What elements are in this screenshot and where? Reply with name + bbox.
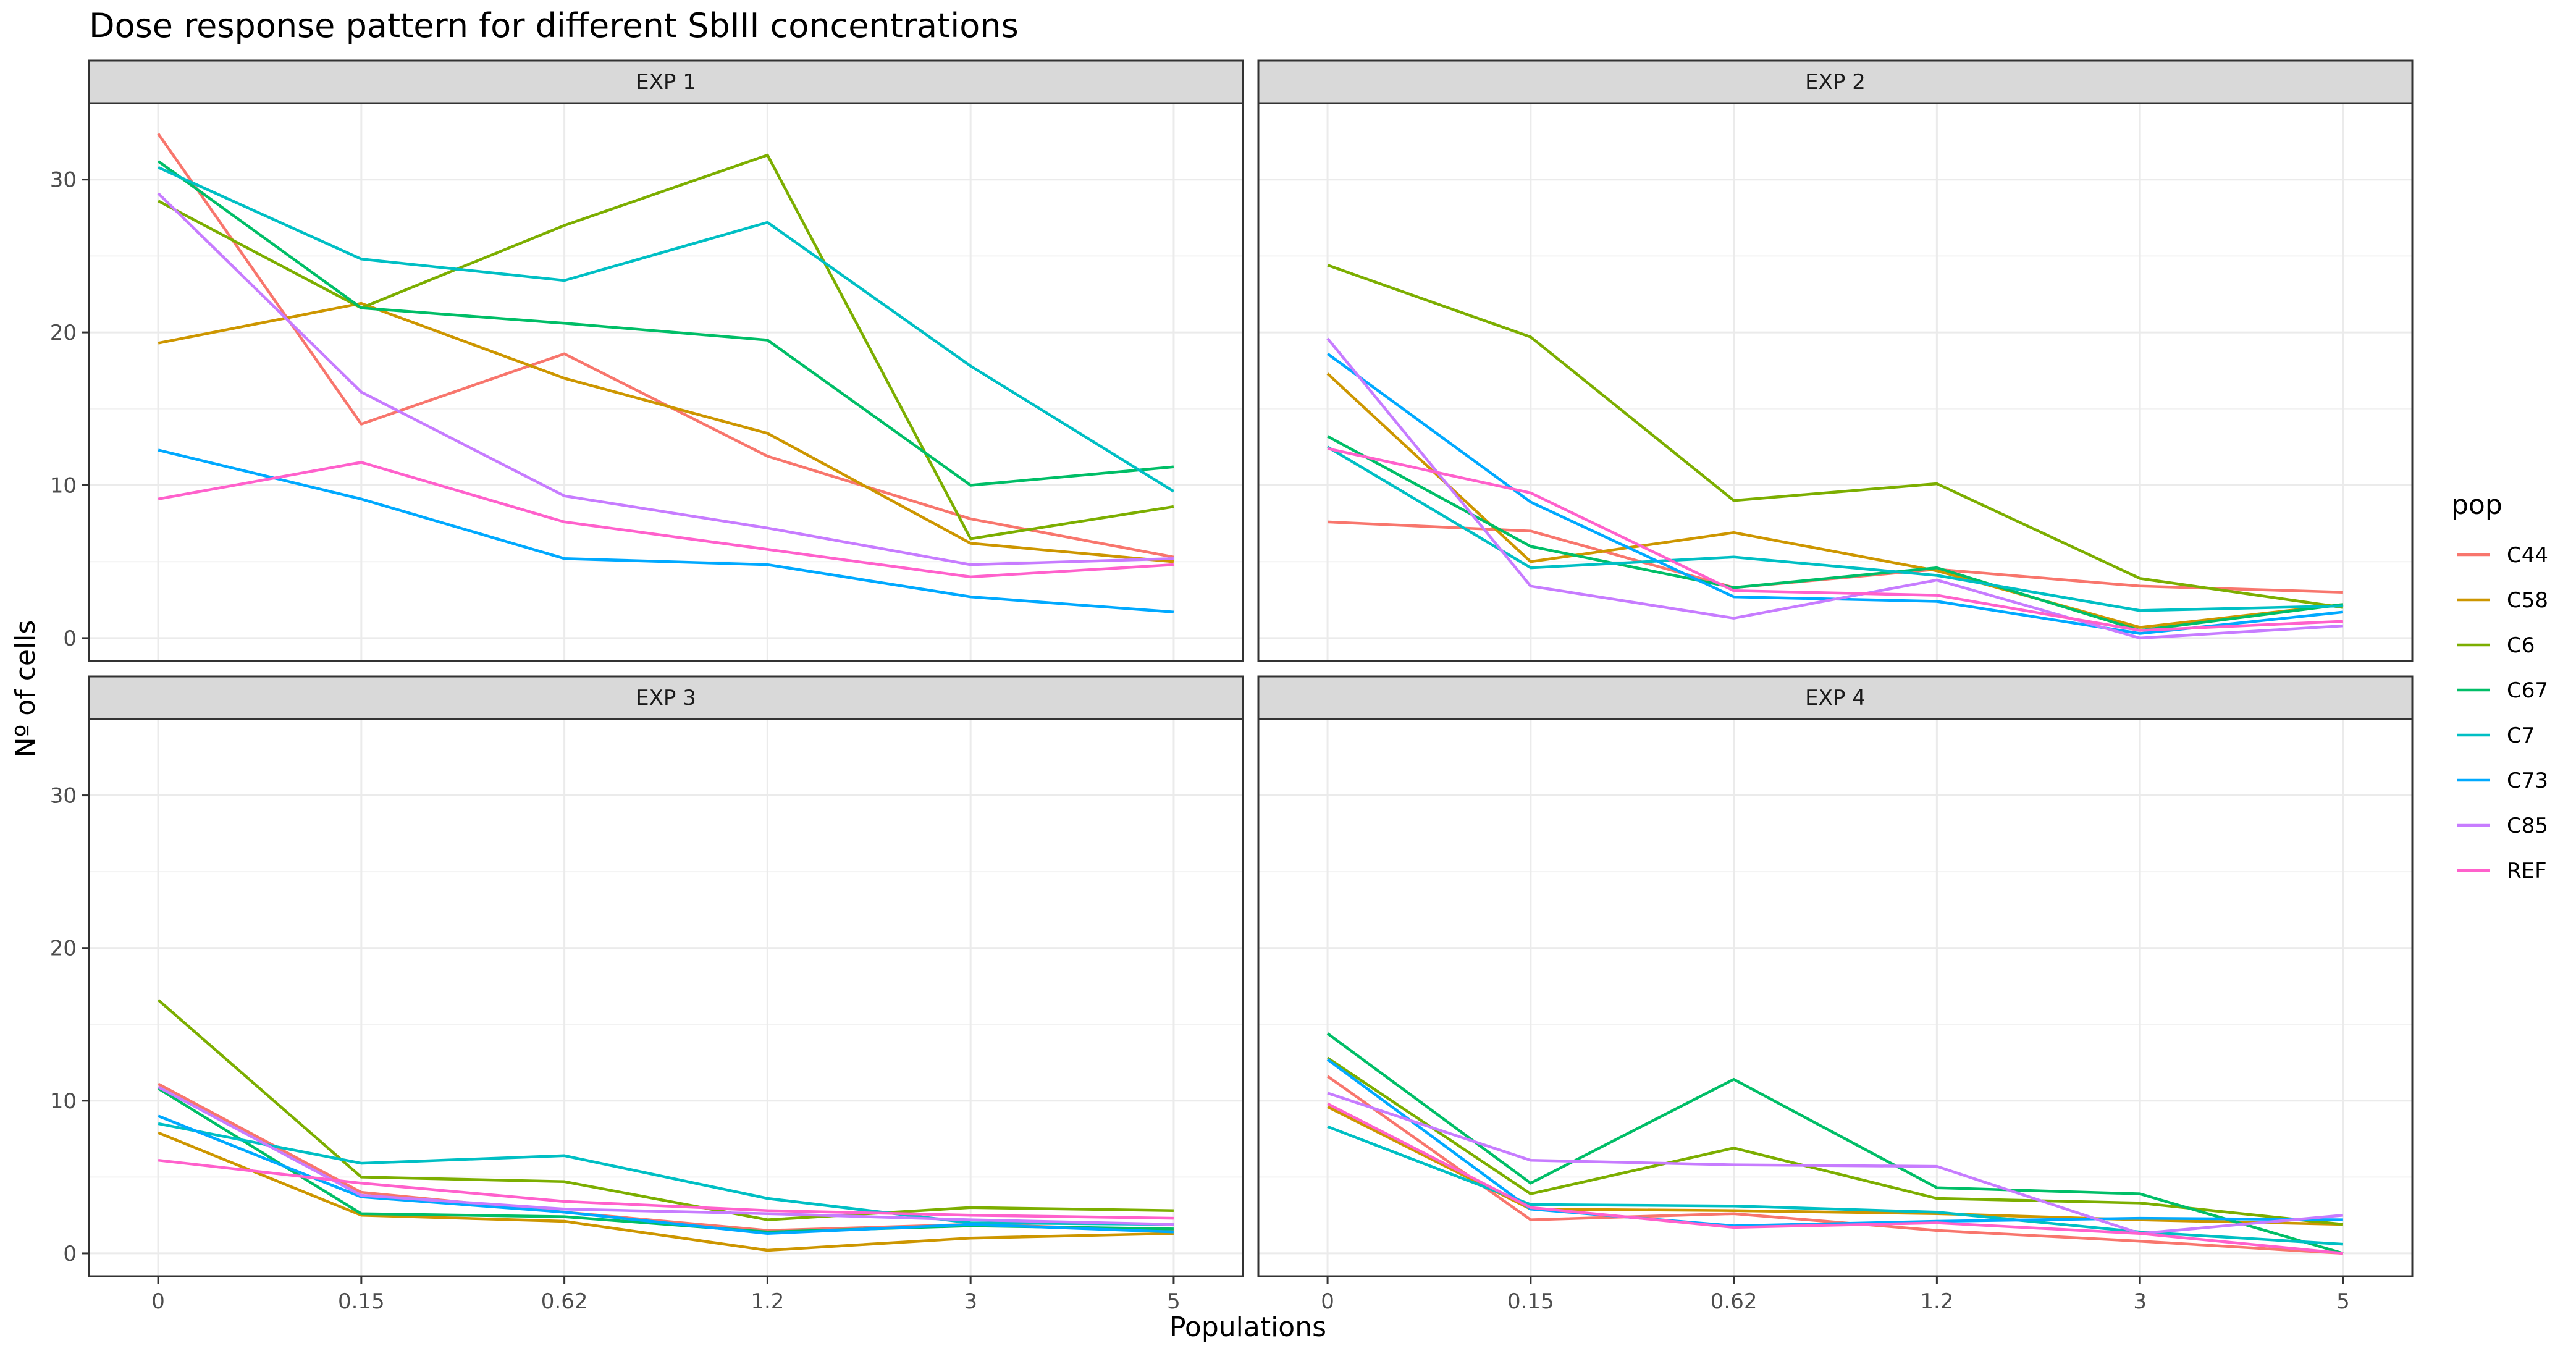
series-line-c85 bbox=[1326, 337, 2344, 640]
x-tick-label: 3 bbox=[2133, 1289, 2147, 1314]
panel-3: EXP 3 0 10 20 30 0 0.15 0.62 1.2 3 5 bbox=[50, 675, 1244, 1314]
series-line-c73 bbox=[158, 1114, 1174, 1235]
x-tick-label: 5 bbox=[2336, 1289, 2350, 1314]
y-tick-label: 20 bbox=[50, 936, 77, 961]
y-tick-label: 10 bbox=[50, 1089, 77, 1114]
x-tick-label: 0.62 bbox=[541, 1289, 588, 1314]
facet-label: EXP 4 bbox=[1805, 686, 1866, 710]
legend-item-c7: C7 bbox=[2457, 723, 2535, 748]
legend-label: C58 bbox=[2507, 588, 2548, 613]
series-line-ref bbox=[158, 461, 1174, 579]
facet-strip bbox=[88, 59, 1244, 104]
legend-label: C67 bbox=[2507, 678, 2548, 703]
series-line-c7 bbox=[158, 1122, 1174, 1226]
series-line-c73 bbox=[158, 448, 1174, 614]
chart-title: Dose response pattern for different SbII… bbox=[89, 6, 1019, 45]
legend-label: REF bbox=[2507, 859, 2547, 883]
x-tick-label: 0.62 bbox=[1711, 1289, 1757, 1314]
series-line-c44 bbox=[1326, 1075, 2344, 1255]
series-line-c6 bbox=[1326, 1056, 2344, 1226]
legend-label: C73 bbox=[2507, 768, 2548, 793]
series-line-c85 bbox=[1327, 1092, 2344, 1235]
panel-1: EXP 1 0 10 20 30 bbox=[50, 59, 1244, 662]
panel-border bbox=[88, 718, 1244, 1277]
x-tick-label: 0.15 bbox=[1507, 1289, 1554, 1314]
panel-2: EXP 2 bbox=[1257, 59, 2414, 662]
y-tick-label: 20 bbox=[50, 321, 77, 345]
panel-background bbox=[1258, 719, 2412, 1276]
legend: pop C44 C58 C6 C67 C7 C73 C85 REF bbox=[2451, 489, 2548, 883]
facet-strip bbox=[1257, 59, 2414, 104]
panel-background bbox=[1258, 103, 2412, 661]
legend-title: pop bbox=[2451, 489, 2502, 521]
y-tick-label: 10 bbox=[50, 473, 77, 498]
legend-label: C7 bbox=[2507, 723, 2535, 748]
facet-label: EXP 1 bbox=[636, 70, 696, 95]
series-line-c58 bbox=[158, 301, 1174, 563]
facet-label: EXP 2 bbox=[1805, 70, 1866, 95]
x-tick-label: 0 bbox=[1321, 1289, 1334, 1314]
series-line-c7 bbox=[158, 166, 1175, 493]
x-tick-label: 3 bbox=[964, 1289, 977, 1314]
legend-item-c67: C67 bbox=[2457, 678, 2548, 703]
y-tick-label: 30 bbox=[50, 168, 77, 193]
series-line-c6 bbox=[157, 999, 1174, 1221]
y-tick-label: 0 bbox=[63, 1242, 77, 1266]
facet-label: EXP 3 bbox=[636, 686, 696, 710]
panel-border bbox=[1257, 718, 2414, 1277]
legend-item-c85: C85 bbox=[2457, 814, 2548, 838]
series-line-ref bbox=[158, 1158, 1174, 1220]
series-line-c7 bbox=[1326, 445, 2343, 612]
series-line-c67 bbox=[157, 160, 1174, 487]
series-line-c85 bbox=[157, 192, 1174, 566]
series-line-c67 bbox=[1327, 435, 2344, 632]
panel-border bbox=[88, 102, 1244, 662]
legend-item-c6: C6 bbox=[2457, 633, 2535, 658]
panel-background bbox=[89, 103, 1243, 661]
facet-strip bbox=[88, 675, 1244, 720]
y-tick-label: 0 bbox=[63, 626, 77, 651]
facet-strip bbox=[1257, 675, 2414, 720]
panel-background bbox=[89, 719, 1243, 1276]
series-line-c58 bbox=[1326, 372, 2344, 629]
legend-item-ref: REF bbox=[2457, 859, 2547, 883]
series-line-ref bbox=[1327, 447, 2344, 632]
x-tick-label: 1.2 bbox=[751, 1289, 784, 1314]
series-line-c67 bbox=[1326, 1032, 2344, 1255]
panel-border bbox=[1257, 102, 2414, 662]
series-line-c6 bbox=[1327, 264, 2344, 609]
series-line-c85 bbox=[158, 1085, 1174, 1226]
legend-item-c44: C44 bbox=[2457, 543, 2548, 568]
legend-item-c73: C73 bbox=[2457, 768, 2548, 793]
legend-label: C44 bbox=[2507, 543, 2548, 568]
y-axis-title: Nº of cells bbox=[10, 620, 41, 758]
series-line-c73 bbox=[1326, 1058, 2343, 1227]
x-tick-label: 1.2 bbox=[1920, 1289, 1953, 1314]
x-tick-label: 0 bbox=[151, 1289, 165, 1314]
legend-label: C85 bbox=[2507, 814, 2548, 838]
x-tick-label: 5 bbox=[1167, 1289, 1181, 1314]
series-line-c6 bbox=[158, 153, 1174, 541]
x-axis-title: Populations bbox=[1169, 1311, 1326, 1343]
y-tick-label: 30 bbox=[50, 784, 77, 809]
panel-4: EXP 4 0 0.15 0.62 1.2 3 5 bbox=[1257, 675, 2414, 1314]
legend-item-c58: C58 bbox=[2457, 588, 2548, 613]
legend-label: C6 bbox=[2507, 633, 2535, 658]
series-line-c58 bbox=[158, 1131, 1174, 1252]
series-line-ref bbox=[1327, 1102, 2344, 1255]
x-tick-label: 0.15 bbox=[338, 1289, 385, 1314]
